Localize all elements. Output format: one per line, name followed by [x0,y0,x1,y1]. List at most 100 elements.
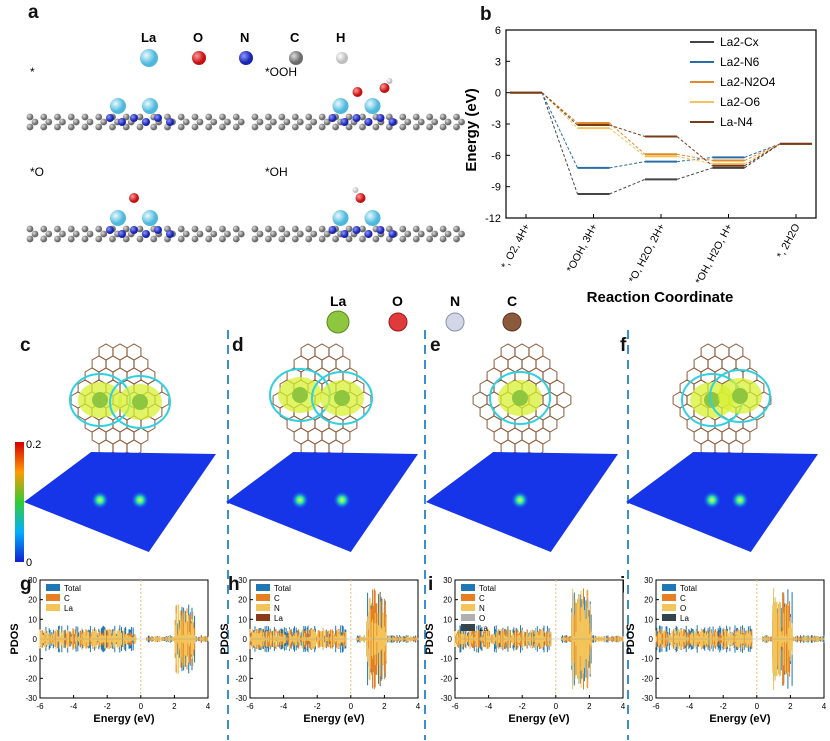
contour-plane [24,452,216,552]
n-atom [130,226,138,234]
n-sphere-icon [445,312,465,332]
panel-label-g: g [20,574,32,595]
pdos-legend-swatch [461,594,475,601]
charge-density-structure [269,343,373,457]
h-atom [352,187,359,193]
b-ylabel: Energy (eV) [463,88,480,171]
la-atom [92,392,108,408]
n-atom [142,118,150,126]
o-atom [352,87,363,97]
b-connector [744,143,781,162]
panel-label-h: h [228,574,240,595]
contour-map [626,452,818,552]
n-atom [376,114,385,122]
density-spot [91,491,109,509]
pdos-xlabel: Energy (eV) [93,713,154,725]
state-ooh-label: *OOH [265,65,297,79]
pdos-ytick-label: 0 [243,635,248,644]
pdos-xtick-label: -4 [280,702,288,711]
n-atom [166,118,174,126]
pdos-legend-swatch [662,594,676,601]
b-xtick-label: *OOH, 3H+ [564,222,600,275]
o-atom [379,83,390,93]
pdos-xtick-label: -2 [104,702,112,711]
pdos-xtick-label: 2 [172,702,177,711]
charge-density-legend: La O N C [326,293,522,334]
la-atom-icon [140,49,158,67]
pdos-legend-label: O [680,604,686,613]
panel-label-a: a [28,2,39,23]
graphene-slab [251,78,465,131]
legend-la-label: La [141,30,157,45]
pdos-legend-label: C [64,594,70,603]
b-connector [609,124,646,138]
pdos-ytick-label: -10 [235,655,247,664]
pdos-ytick-label: 10 [238,615,247,624]
contour-map [226,452,418,552]
b-xtick-label: *OH, H2O, H+ [693,222,735,287]
n-atom [388,118,397,126]
la-sphere-icon [326,310,350,334]
pdos-ytick-label: 20 [238,596,247,605]
h-atom [386,78,393,84]
pdos-legend-label: La [680,614,689,623]
pdos-legend-swatch [461,614,475,621]
atom-legend: La O N C H [140,30,348,67]
pdos-legend-swatch [256,584,270,591]
colorbar-min: 0 [26,557,32,569]
pdos-legend-swatch [662,584,676,591]
b-connector [676,167,713,180]
contour-plane [626,452,818,552]
pdos-legend-swatch [256,594,270,601]
o-atom-icon [192,51,206,65]
b-connector [609,178,646,195]
n-atom [364,230,373,238]
n-atom [106,226,114,234]
pdos-legend-label: N [274,604,280,613]
pdos-xtick-label: -4 [70,702,78,711]
la-atom [142,98,158,114]
pdos-legend-label: Total [479,584,496,593]
pdos-ylabel: PDOS [625,623,637,654]
graphene-slab [26,193,245,243]
b-connector [541,92,578,126]
pdos-xtick-label: 0 [349,702,354,711]
b-connector [676,136,713,167]
b-legend-label: La2-O6 [720,95,760,109]
mid-legend-la: La [330,293,347,309]
c-sphere-icon [502,312,522,332]
n-atom [142,230,150,238]
n-atom [154,226,162,234]
density-spot [703,491,721,509]
pdos-legend-label: N [479,604,485,613]
pdos-ytick-label: 20 [28,596,37,605]
la-atom [292,387,308,403]
pdos-legend-label: C [479,594,485,603]
la-atom [334,390,350,406]
pdos-ylabel: PDOS [9,623,21,654]
pdos-ytick-label: 10 [28,615,37,624]
pdos-legend-label: O [479,614,485,623]
pdos-ylabel: PDOS [219,623,231,654]
contour-map [426,452,618,552]
n-atom [118,118,126,126]
n-atom [352,114,361,122]
n-atom [340,230,349,238]
pdos-legend-label: Total [680,584,697,593]
o-atom [129,193,139,203]
panel-label-d: d [232,335,244,356]
panel-label-i: i [428,574,434,595]
state-star-label: * [30,65,35,79]
pdos-legend-label: Total [274,584,291,593]
mid-legend-n: N [450,293,460,309]
b-connector [744,143,781,167]
pdos-legend-label: La [479,624,488,633]
contour-map [24,452,216,552]
pdos-xtick-label: -4 [686,702,694,711]
pdos-ytick-label: 20 [443,596,452,605]
mid-legend-c: C [507,293,517,309]
la-atom [332,210,349,226]
